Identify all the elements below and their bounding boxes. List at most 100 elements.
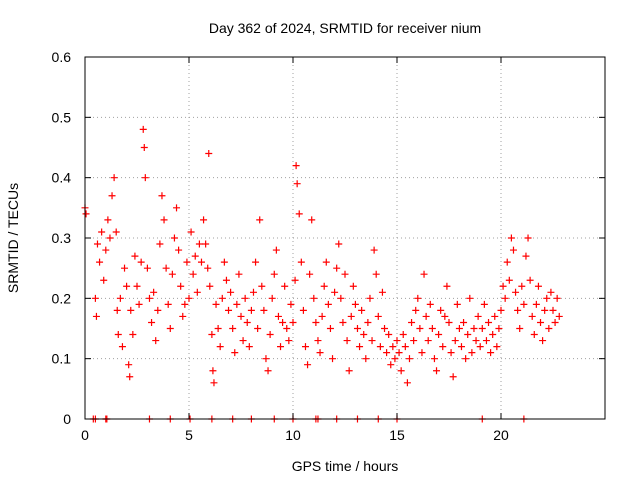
data-point bbox=[422, 312, 430, 320]
data-point bbox=[137, 258, 145, 266]
data-point bbox=[339, 318, 347, 326]
data-point bbox=[291, 276, 299, 284]
data-point bbox=[370, 246, 378, 254]
data-point bbox=[254, 325, 262, 332]
data-point bbox=[143, 264, 151, 272]
data-point bbox=[233, 300, 241, 308]
data-point bbox=[449, 373, 457, 381]
data-point bbox=[82, 210, 90, 218]
data-point bbox=[487, 349, 495, 357]
data-point bbox=[397, 367, 405, 375]
data-point bbox=[92, 312, 100, 320]
data-point bbox=[497, 306, 505, 314]
data-point bbox=[135, 300, 143, 308]
data-point bbox=[547, 288, 555, 296]
data-point bbox=[474, 312, 482, 320]
data-point bbox=[168, 270, 176, 278]
data-point bbox=[430, 355, 438, 363]
data-point bbox=[512, 288, 520, 296]
data-point bbox=[412, 306, 420, 314]
data-point bbox=[272, 246, 280, 254]
data-point bbox=[405, 355, 413, 363]
data-point bbox=[439, 343, 447, 351]
data-point bbox=[347, 312, 355, 320]
data-point bbox=[256, 216, 264, 224]
data-point bbox=[418, 349, 426, 357]
data-point bbox=[218, 294, 226, 302]
data-point bbox=[491, 312, 499, 320]
data-point bbox=[364, 318, 372, 326]
data-point bbox=[543, 294, 551, 302]
data-point bbox=[220, 258, 228, 266]
data-point bbox=[457, 343, 465, 351]
data-point bbox=[549, 306, 557, 314]
data-point bbox=[522, 252, 530, 260]
data-point bbox=[324, 300, 332, 308]
data-point bbox=[210, 379, 218, 387]
data-point bbox=[304, 361, 312, 369]
data-point bbox=[260, 306, 268, 314]
data-point bbox=[453, 300, 461, 308]
data-point bbox=[441, 312, 449, 320]
data-point bbox=[145, 294, 153, 302]
data-point bbox=[374, 312, 382, 320]
data-point bbox=[480, 300, 488, 308]
data-point bbox=[209, 367, 217, 375]
data-point bbox=[102, 246, 110, 254]
x-axis-label: GPS time / hours bbox=[292, 458, 399, 474]
data-point bbox=[140, 144, 148, 151]
data-point bbox=[185, 294, 193, 302]
data-point bbox=[141, 174, 149, 182]
data-point bbox=[113, 306, 121, 314]
data-point bbox=[193, 288, 201, 296]
data-point bbox=[237, 312, 245, 320]
data-point bbox=[501, 294, 509, 302]
data-point bbox=[553, 294, 561, 302]
data-point bbox=[106, 234, 114, 242]
data-point bbox=[335, 240, 343, 248]
data-point bbox=[156, 240, 164, 248]
data-point bbox=[222, 276, 230, 284]
data-point bbox=[148, 318, 156, 326]
data-point bbox=[378, 288, 386, 296]
data-point bbox=[301, 343, 309, 351]
data-point bbox=[478, 325, 486, 332]
data-point bbox=[100, 276, 108, 284]
data-point bbox=[114, 331, 122, 339]
data-point bbox=[462, 355, 470, 363]
data-point bbox=[123, 282, 131, 290]
data-point bbox=[395, 349, 403, 357]
data-point bbox=[266, 331, 274, 339]
data-point bbox=[262, 355, 270, 363]
data-point bbox=[116, 294, 124, 302]
data-point bbox=[181, 300, 189, 308]
data-point bbox=[239, 337, 247, 345]
data-point bbox=[451, 337, 459, 345]
data-point bbox=[545, 325, 553, 332]
data-point bbox=[551, 318, 559, 326]
data-point bbox=[129, 331, 137, 339]
data-point bbox=[391, 355, 399, 363]
data-point bbox=[292, 162, 300, 170]
data-point bbox=[287, 300, 295, 308]
data-point bbox=[360, 331, 368, 339]
data-point bbox=[110, 174, 118, 182]
data-point bbox=[387, 361, 395, 369]
data-point bbox=[293, 180, 301, 188]
data-point bbox=[212, 300, 220, 308]
data-point bbox=[283, 325, 291, 332]
data-point bbox=[170, 234, 178, 242]
data-point bbox=[312, 318, 320, 326]
data-point bbox=[351, 300, 359, 308]
data-point bbox=[297, 258, 305, 266]
data-point bbox=[526, 276, 534, 284]
data-point bbox=[435, 331, 443, 339]
data-point bbox=[326, 325, 334, 332]
axis-ticks: 0 5 10 15 20 0 0.1 0.2 0.3 0.4 0.5 0.6 bbox=[52, 49, 605, 443]
data-point bbox=[505, 276, 513, 284]
data-point bbox=[316, 349, 324, 357]
data-point bbox=[368, 337, 376, 345]
chart-title: Day 362 of 2024, SRMTID for receiver niu… bbox=[209, 20, 481, 36]
data-point bbox=[495, 325, 503, 332]
